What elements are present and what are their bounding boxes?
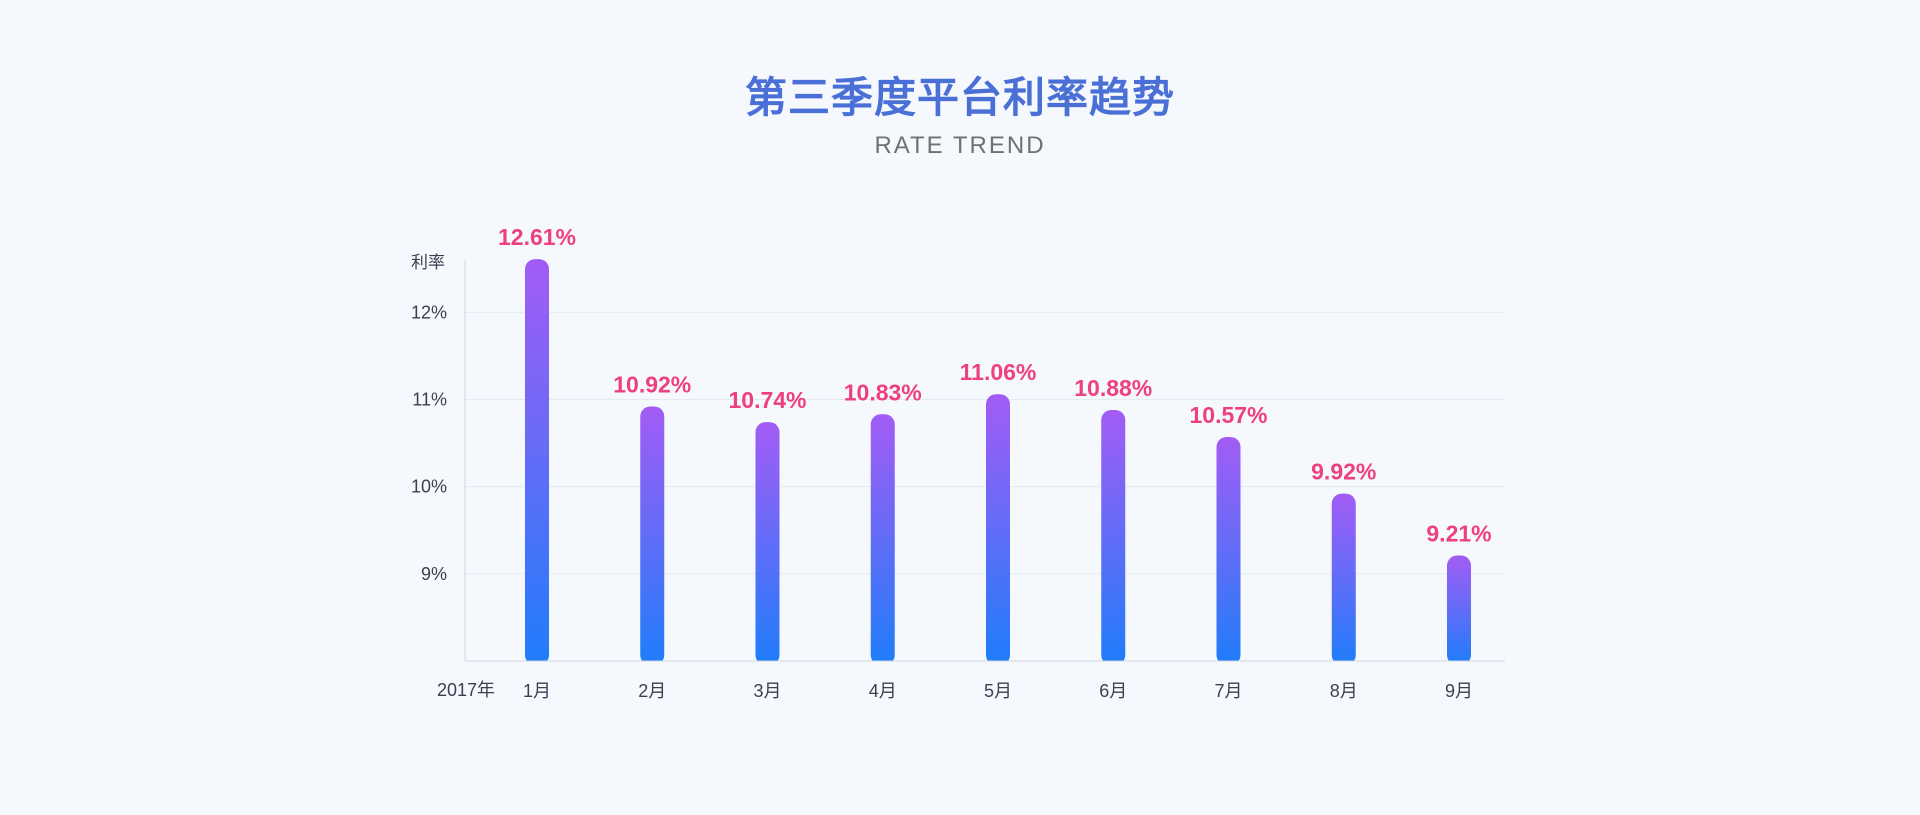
x-tick-label: 8月 bbox=[1330, 681, 1358, 701]
x-tick-label: 4月 bbox=[869, 681, 897, 701]
x-tick-label: 2月 bbox=[638, 681, 666, 701]
x-tick-label: 5月 bbox=[984, 681, 1012, 701]
chart-title: 第三季度平台利率趋势 bbox=[744, 73, 1175, 122]
x-tick-label: 9月 bbox=[1445, 681, 1473, 701]
bar bbox=[1331, 493, 1356, 665]
x-axis-label: 2017年 bbox=[437, 680, 495, 700]
data-label: 10.88% bbox=[1074, 375, 1152, 401]
x-tick-label: 7月 bbox=[1214, 681, 1242, 701]
data-label: 10.92% bbox=[613, 371, 691, 397]
bar bbox=[1101, 409, 1126, 665]
y-axis-label: 利率 bbox=[411, 253, 445, 273]
bar bbox=[1216, 436, 1241, 665]
y-tick-label: 9% bbox=[421, 564, 447, 584]
bar bbox=[870, 414, 895, 665]
axis-mask bbox=[466, 661, 1506, 669]
data-label: 10.74% bbox=[728, 387, 806, 413]
bar bbox=[1447, 555, 1471, 665]
data-label: 10.57% bbox=[1189, 402, 1267, 428]
bar bbox=[755, 422, 780, 665]
data-labels: 12.61% 10.92% 10.74% 10.83% 11.06% 10.88% 10.5… bbox=[498, 224, 1492, 546]
data-label: 9.92% bbox=[1311, 459, 1376, 485]
chart-subtitle: RATE TREND bbox=[874, 132, 1046, 159]
bar bbox=[525, 259, 549, 665]
y-tick-label: 12% bbox=[411, 302, 447, 322]
y-tick-labels: 9% 10% 11% 12% bbox=[411, 302, 447, 584]
x-tick-label: 3月 bbox=[753, 681, 781, 701]
bar bbox=[640, 406, 665, 665]
bar bbox=[986, 394, 1010, 665]
x-tick-labels: 1月 2月 3月 4月 5月 6月 7月 8月 9月 bbox=[523, 681, 1473, 701]
data-label: 9.21% bbox=[1426, 521, 1491, 547]
x-tick-label: 1月 bbox=[523, 681, 551, 701]
data-label: 11.06% bbox=[960, 359, 1037, 385]
data-label: 12.61% bbox=[498, 224, 576, 250]
data-label: 10.83% bbox=[844, 379, 922, 405]
bars bbox=[466, 259, 1506, 669]
gridlines bbox=[465, 311, 1505, 575]
x-tick-label: 6月 bbox=[1099, 681, 1127, 701]
y-tick-label: 11% bbox=[412, 389, 447, 409]
y-tick-label: 10% bbox=[411, 477, 447, 497]
